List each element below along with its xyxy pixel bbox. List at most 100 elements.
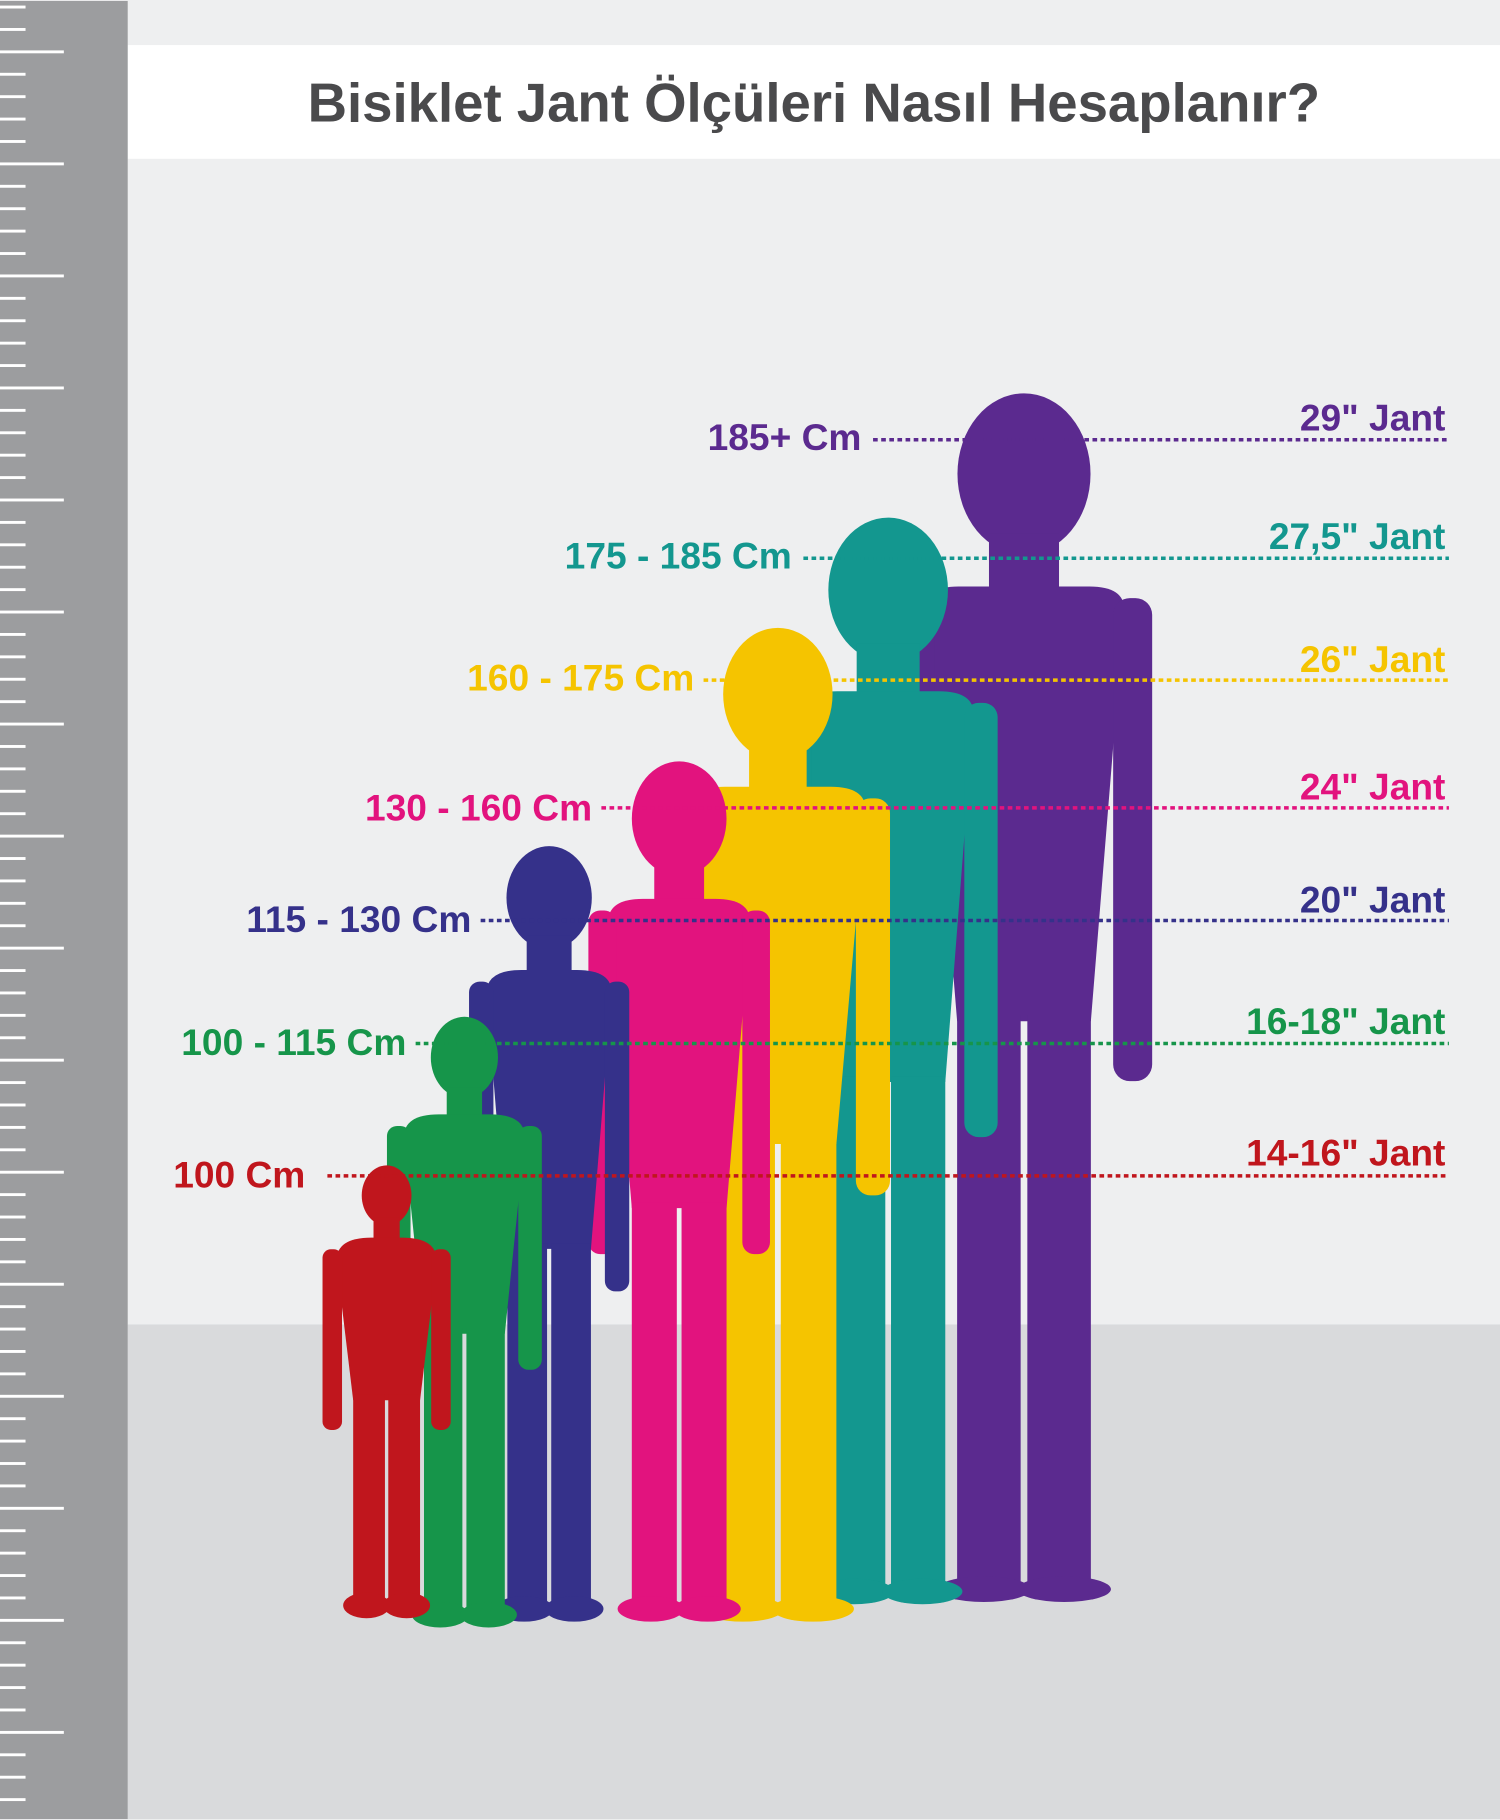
ruler-tick: [0, 274, 64, 278]
ruler-tick: [0, 408, 26, 412]
ruler-tick: [0, 50, 64, 54]
ruler-tick: [0, 229, 26, 233]
ruler-tick: [0, 1372, 26, 1376]
height-ruler: [0, 0, 128, 1820]
rim-label-20: 20" Jant: [1300, 878, 1446, 920]
ruler-tick: [0, 745, 26, 748]
ruler-tick: [0, 789, 26, 793]
ruler-tick: [0, 991, 26, 995]
ruler-tick: [0, 610, 64, 614]
ruler-tick: [0, 498, 64, 502]
ruler-tick: [0, 1170, 64, 1174]
ruler-tick: [0, 1798, 26, 1802]
ruler-tick: [0, 1529, 26, 1533]
ruler-tick: [0, 1058, 64, 1062]
ruler-tick: [0, 27, 26, 31]
ruler-tick: [0, 1708, 26, 1712]
rim-label-24: 24" Jant: [1300, 766, 1446, 808]
ruler-tick: [0, 834, 64, 838]
ruler-tick: [0, 1327, 26, 1331]
rim-label-29: 29" Jant: [1300, 397, 1446, 439]
rim-label-16-18: 16-18" Jant: [1246, 1000, 1445, 1042]
height-label-160-175: 160 - 175 Cm: [467, 657, 694, 699]
ruler-tick: [0, 1125, 26, 1129]
ruler-tick: [0, 476, 26, 480]
ruler-tick: [0, 453, 26, 457]
ruler-tick: [0, 1260, 26, 1264]
silhouette-toddler: [322, 1165, 451, 1619]
ruler-tick: [0, 1215, 26, 1219]
ruler-tick: [0, 1663, 26, 1667]
ruler-tick: [0, 184, 26, 188]
ruler-tick: [0, 95, 26, 99]
ruler-tick: [0, 1730, 64, 1734]
ruler-tick: [0, 207, 26, 211]
ruler-tick: [0, 1103, 26, 1107]
ruler-tick: [0, 767, 26, 771]
ruler-tick: [0, 901, 26, 905]
height-lines: [327, 438, 1449, 1178]
ruler-tick: [0, 1394, 64, 1398]
ruler-tick: [0, 677, 26, 681]
ruler-tick: [0, 1036, 26, 1040]
ruler-tick: [0, 72, 26, 76]
ruler-tick: [0, 543, 26, 547]
ruler-tick: [0, 1574, 26, 1577]
ruler-tick: [0, 565, 26, 569]
ruler-tick: [0, 1618, 64, 1622]
ruler-tick: [0, 341, 26, 345]
ruler-tick: [0, 1506, 64, 1510]
ruler-tick: [0, 1081, 26, 1085]
ruler-tick: [0, 655, 26, 659]
ruler-tick: [0, 1417, 26, 1421]
ruler-tick: [0, 1551, 26, 1555]
ruler-tick: [0, 588, 26, 592]
ruler-tick: [0, 140, 26, 143]
page-title: Bisiklet Jant Ölçüleri Nasıl Hesaplanır?: [308, 73, 1321, 134]
ruler-tick: [0, 722, 64, 726]
ruler-tick: [0, 117, 26, 121]
height-label-175-185: 175 - 185 Cm: [565, 535, 792, 577]
ruler-tick: [0, 946, 64, 950]
ruler-tick: [0, 1237, 26, 1241]
ruler-tick: [0, 1350, 26, 1353]
ruler-tick: [0, 5, 26, 9]
ruler-tick: [0, 386, 64, 390]
height-label-100: 100 Cm: [173, 1153, 305, 1195]
ruler-tick: [0, 1641, 26, 1645]
ruler-tick: [0, 1596, 26, 1600]
ruler-tick: [0, 1484, 26, 1488]
ruler-tick: [0, 296, 26, 300]
ruler-tick: [0, 1753, 26, 1757]
ruler-tick: [0, 1193, 26, 1197]
ruler-tick: [0, 1686, 26, 1690]
ruler-tick: [0, 632, 26, 636]
ruler-tick: [0, 700, 26, 704]
ruler-tick: [0, 431, 26, 435]
ruler-tick: [0, 1148, 26, 1152]
ruler-tick: [0, 1013, 26, 1017]
height-label-185-plus: 185+ Cm: [708, 416, 862, 458]
silhouettes: [322, 393, 1153, 1628]
height-label-100-115: 100 - 115 Cm: [181, 1021, 406, 1063]
labels: 185+ Cm 175 - 185 Cm 160 - 175 Cm 130 - …: [173, 397, 1445, 1196]
ruler-tick: [0, 1775, 26, 1779]
ruler-tick: [0, 879, 26, 883]
rim-label-14-16: 14-16" Jant: [1246, 1131, 1445, 1173]
ruler-tick: [0, 924, 26, 928]
ruler-tick: [0, 1305, 26, 1309]
height-label-130-160: 130 - 160 Cm: [365, 787, 592, 829]
ruler-tick: [0, 520, 26, 524]
ruler-tick: [0, 252, 26, 255]
rim-label-26: 26" Jant: [1300, 638, 1446, 680]
ruler-tick: [0, 1282, 64, 1286]
ruler-tick: [0, 364, 26, 368]
ruler-tick: [0, 162, 64, 166]
height-label-115-130: 115 - 130 Cm: [246, 898, 471, 940]
title-band: [127, 45, 1500, 159]
ruler-tick: [0, 812, 26, 816]
ruler-tick: [0, 319, 26, 323]
silhouette-teen: [665, 627, 891, 1622]
ruler-tick: [0, 969, 26, 972]
